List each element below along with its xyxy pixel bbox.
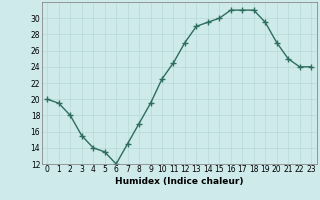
X-axis label: Humidex (Indice chaleur): Humidex (Indice chaleur) bbox=[115, 177, 244, 186]
